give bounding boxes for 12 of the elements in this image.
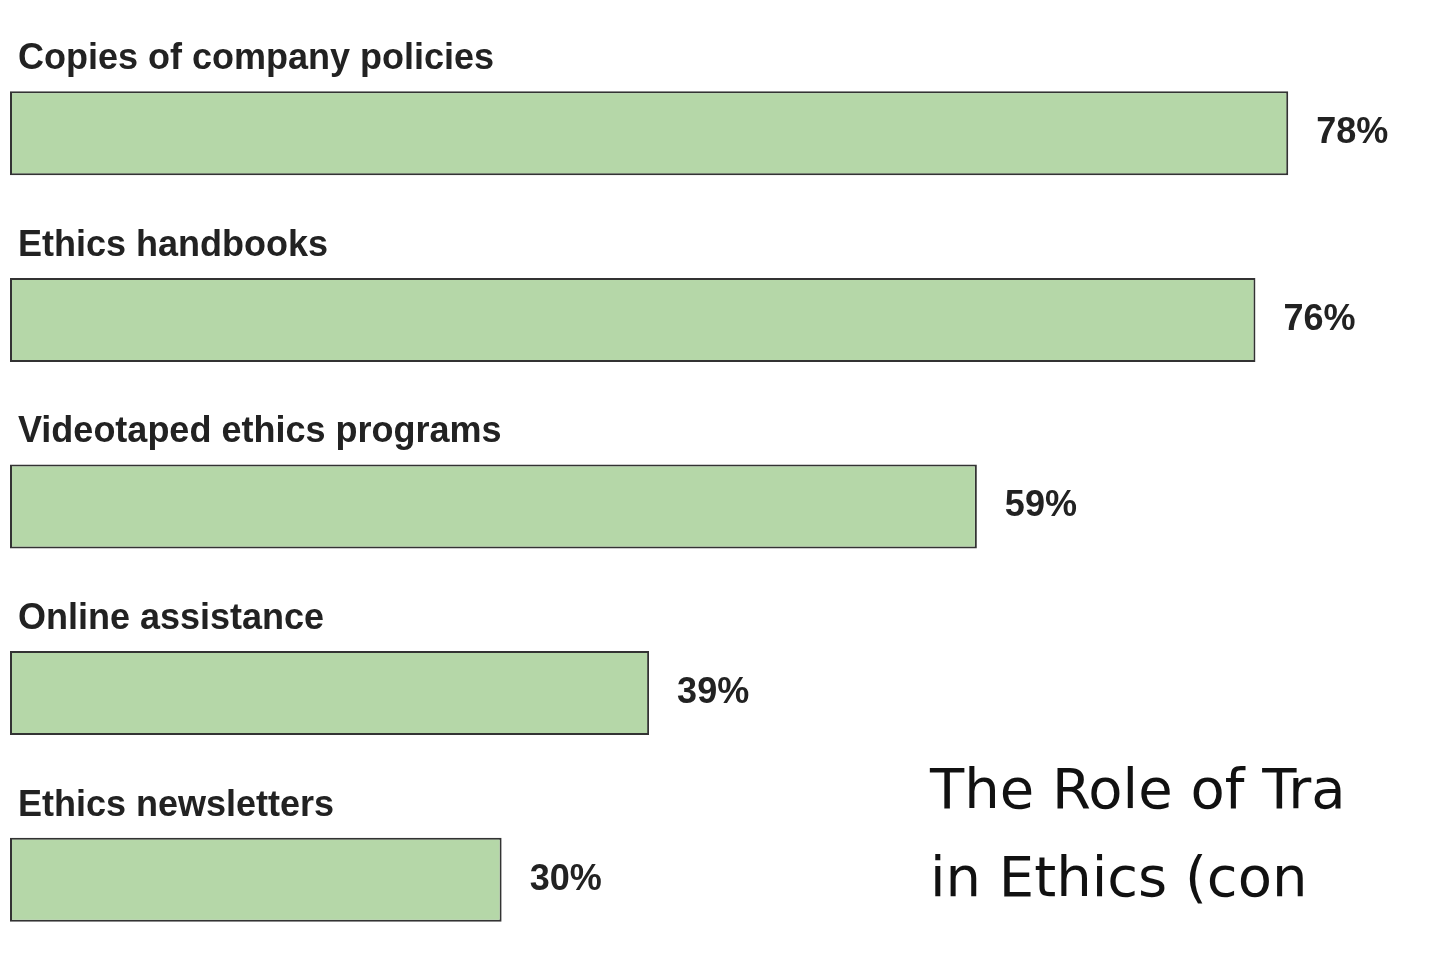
y-tick-label: Copies of company policies (18, 36, 495, 78)
y-tick-label: Ethics newsletters (18, 782, 335, 824)
y-tick-label: Online assistance (18, 596, 325, 638)
data-label: 78% (1316, 110, 1389, 152)
annotation: in Ethics (con (930, 844, 1308, 909)
y-tick-label: Videotaped ethics programs (18, 409, 502, 451)
data-label: 30% (529, 856, 602, 898)
y-tick-label: Ethics handbooks (18, 222, 329, 264)
data-label: 59% (1004, 483, 1077, 525)
annotation: The Role of Tra (930, 756, 1346, 821)
data-label: 39% (677, 670, 750, 712)
data-label: 76% (1283, 296, 1356, 338)
